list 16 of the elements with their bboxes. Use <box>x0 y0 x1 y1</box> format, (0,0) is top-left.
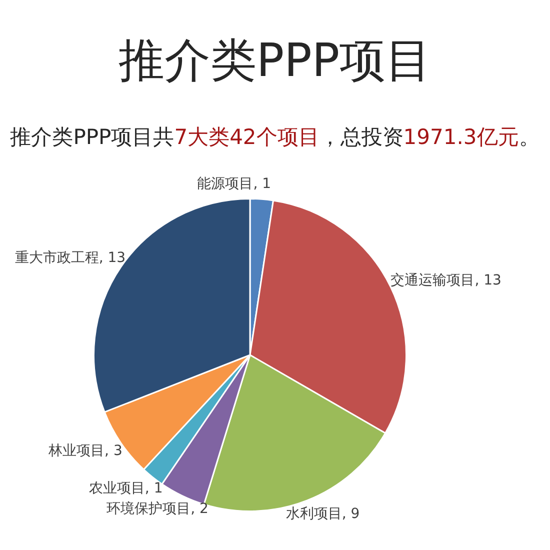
slice-label: 环境保护项目 <box>106 500 191 517</box>
data-label: , 2 <box>190 500 208 517</box>
data-label: , 13 <box>98 250 126 266</box>
chart-title: 推介类PPP项目 <box>117 32 433 88</box>
slice-label: 交通运输项目 <box>390 272 475 288</box>
slice-label: 水利项目 <box>286 506 342 522</box>
slice-label: 重大市政工程 <box>14 250 99 266</box>
data-label: , 9 <box>342 506 360 522</box>
data-label: , 3 <box>104 443 122 460</box>
data-label: , 1 <box>253 176 272 192</box>
slice-label: 林业项目 <box>48 443 105 460</box>
slice-label: 能源项目 <box>197 176 254 192</box>
data-label: , 13 <box>474 272 502 288</box>
chart-subtitle: 推介类PPP项目共7大类42个项目，总投资1971.3亿元。 <box>10 125 540 149</box>
data-label: , 1 <box>144 480 163 497</box>
slice-label: 农业项目 <box>88 480 145 497</box>
